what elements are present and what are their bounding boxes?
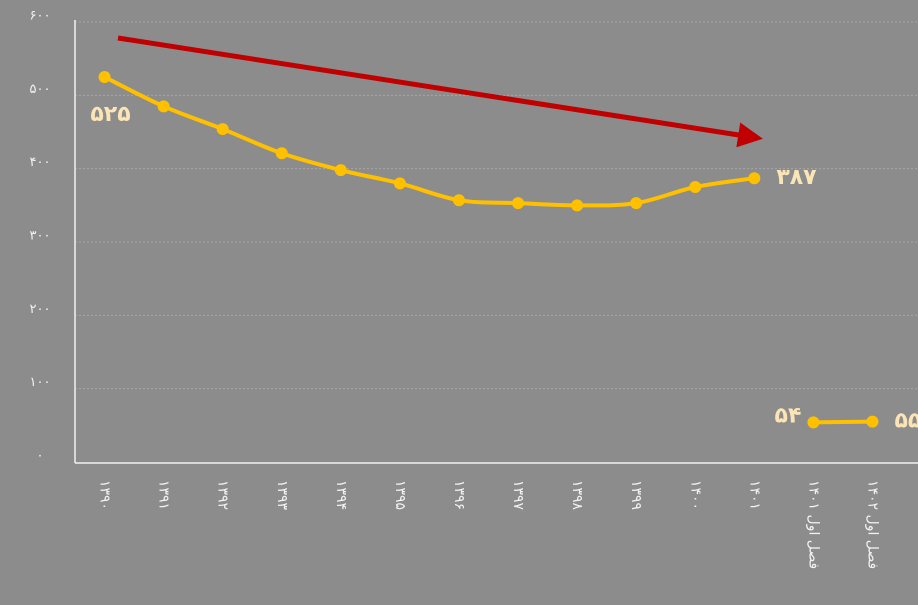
point xyxy=(393,177,406,190)
point xyxy=(452,194,465,207)
data-label: ۵۴ xyxy=(775,403,802,428)
point xyxy=(807,416,820,429)
x-tick-label: ۱۴۰۱ xyxy=(746,480,762,510)
y-tick-label: ۴۰۰ xyxy=(30,155,51,170)
x-tick-label: ۱۳۹۱ xyxy=(156,480,172,510)
y-tick-label: ۱۰۰ xyxy=(30,375,51,390)
point xyxy=(275,147,288,160)
x-tick-label: ۱۳۹۶ xyxy=(451,480,467,510)
x-tick-label: فصل اول ۱۴۰۱ xyxy=(805,480,821,569)
x-tick-label: ۱۳۹۹ xyxy=(628,480,644,510)
point xyxy=(98,71,111,83)
x-tick-label: ۱۳۹۲ xyxy=(215,480,231,510)
point xyxy=(748,172,761,185)
x-tick-label: ۱۳۹۵ xyxy=(392,480,408,510)
point xyxy=(216,123,229,136)
point xyxy=(512,197,525,210)
y-tick-label: ۰ xyxy=(37,449,44,464)
point xyxy=(689,181,702,193)
x-tick-label: ۱۴۰۰ xyxy=(687,480,703,510)
point xyxy=(334,164,347,177)
point xyxy=(866,415,879,428)
point xyxy=(157,100,170,113)
grid xyxy=(75,21,918,390)
y-tick-label: ۵۰۰ xyxy=(30,82,51,97)
x-tick-label: فصل اول ۱۴۰۲ xyxy=(864,480,880,569)
x-tick-label: ۱۳۹۷ xyxy=(510,480,526,511)
point xyxy=(571,199,584,212)
x-tick-label: ۱۳۹۸ xyxy=(569,480,585,511)
y-tick-label: ۳۰۰ xyxy=(30,229,51,244)
trend-arrow xyxy=(117,35,763,148)
data-label: ۳۸۷ xyxy=(776,165,817,190)
line xyxy=(103,75,755,208)
line xyxy=(813,419,873,425)
x-tick-label: ۱۳۹۳ xyxy=(274,480,290,511)
point xyxy=(630,197,643,210)
data-label: ۵۲۵ xyxy=(90,102,130,127)
x-tick-label: ۱۳۹۴ xyxy=(333,480,349,510)
y-tick-label: ۶۰۰ xyxy=(30,9,51,24)
y-tick-label: ۲۰۰ xyxy=(30,302,51,317)
data-label: ۵۵ xyxy=(894,409,918,434)
x-tick-label: ۱۳۹۰ xyxy=(97,480,113,510)
